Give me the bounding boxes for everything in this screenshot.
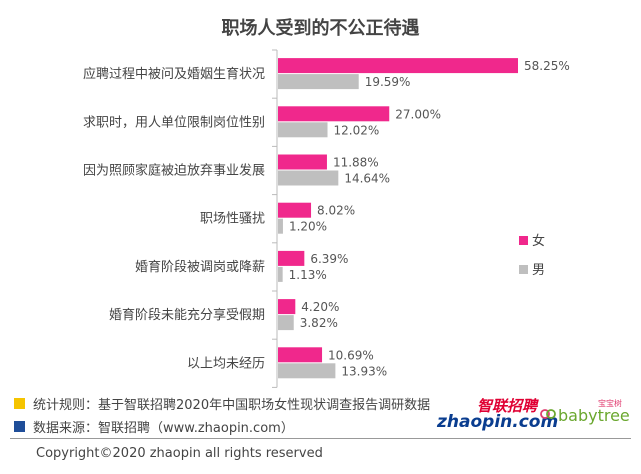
bar-male	[278, 74, 359, 90]
babytree-logo: 宝宝树 babytree	[540, 398, 632, 428]
legend-swatch-female	[519, 236, 528, 245]
bar-male	[278, 266, 283, 282]
bar-male	[278, 218, 283, 234]
babytree-mark-icon	[540, 409, 556, 419]
zhaopin-logo: 智联招聘 zhaopin.com	[437, 399, 558, 431]
data-label: 58.25%	[524, 59, 570, 73]
babytree-logo-cn: 宝宝树	[598, 399, 622, 408]
yellow-square-icon	[14, 398, 25, 409]
category-label: 应聘过程中被问及婚姻生育状况	[83, 66, 265, 82]
category-label: 职场性骚扰	[200, 212, 265, 227]
category-label: 婚育阶段被调岗或降薪	[135, 259, 265, 275]
footnote-rule: 统计规则：基于智联招聘2020年中国职场女性现状调查报告调研数据	[14, 394, 430, 413]
legend-label: 男	[532, 263, 545, 278]
data-label: 14.64%	[344, 172, 390, 186]
footer-divider	[10, 438, 631, 439]
data-label: 8.02%	[317, 204, 355, 218]
data-label: 3.82%	[300, 316, 338, 330]
zhaopin-logo-cn: 智联招聘	[477, 397, 538, 415]
blue-square-icon	[14, 421, 25, 432]
bar-male	[278, 363, 336, 379]
babytree-logo-en: babytree	[558, 406, 630, 425]
data-label: 1.20%	[289, 220, 327, 234]
data-label: 27.00%	[395, 107, 441, 121]
bar-male	[278, 122, 328, 138]
copyright-text: Copyright©2020 zhaopin all rights reserv…	[36, 446, 323, 461]
bar-male	[278, 315, 294, 331]
bar-chart: 应聘过程中被问及婚姻生育状况 58.25% 19.59% 求职时，用人单位限制岗位性别…	[83, 49, 570, 388]
data-label: 19.59%	[365, 75, 411, 89]
category-label: 求职时，用人单位限制岗位性别	[83, 115, 265, 130]
data-label: 10.69%	[328, 348, 374, 362]
data-label: 12.02%	[334, 123, 380, 137]
bar-female	[278, 299, 296, 315]
data-label: 1.13%	[289, 268, 327, 282]
legend-label: 女	[532, 233, 545, 249]
category-label: 因为照顾家庭被迫放弃事业发展	[83, 163, 265, 179]
zhaopin-logo-en: zhaopin.com	[437, 412, 559, 432]
data-label: 13.93%	[341, 364, 387, 378]
chart-title: 职场人受到的不公正待遇	[221, 18, 420, 39]
bar-female	[278, 202, 312, 218]
bar-female	[278, 250, 305, 266]
bar-male	[278, 170, 339, 186]
bar-female	[278, 154, 327, 170]
data-label: 6.39%	[310, 252, 348, 266]
category-label: 以上均未经历	[187, 356, 265, 371]
footnote-source-text: 数据来源：智联招聘（www.zhaopin.com）	[33, 421, 294, 436]
data-label: 4.20%	[301, 300, 339, 314]
bar-female	[278, 58, 518, 74]
data-label: 11.88%	[333, 156, 379, 170]
footnote-rule-text: 统计规则：基于智联招聘2020年中国职场女性现状调查报告调研数据	[33, 398, 431, 413]
bar-female	[278, 106, 390, 122]
legend-swatch-male	[519, 265, 528, 274]
footnote-source: 数据来源：智联招聘（www.zhaopin.com）	[14, 417, 294, 436]
bar-female	[278, 347, 323, 363]
category-label: 婚育阶段未能充分享受假期	[109, 307, 265, 323]
